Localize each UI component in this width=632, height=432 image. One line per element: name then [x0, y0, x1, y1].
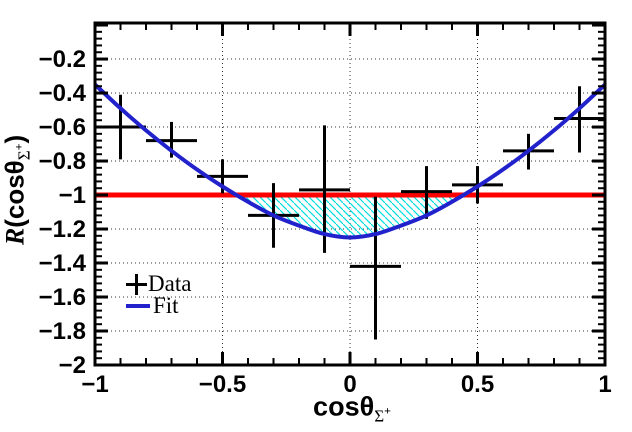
- sigma-subscript: Σ+: [374, 403, 391, 426]
- y-title-close: ): [0, 134, 30, 144]
- sigma-subscript: Σ+: [11, 143, 34, 161]
- x-title-main: cos: [313, 391, 360, 422]
- y-tick-label: −0.2: [39, 46, 86, 73]
- data-marker-icon: [126, 273, 147, 295]
- legend-label-data: Data: [148, 271, 192, 296]
- legend: Data Fit: [126, 271, 192, 318]
- fit-line-icon: [126, 304, 150, 308]
- theta-glyph: θ: [359, 391, 375, 422]
- y-title-r: R: [0, 227, 30, 246]
- y-title-open: (cos: [0, 174, 30, 228]
- y-tick-label: −0.8: [39, 148, 86, 175]
- legend-label-fit: Fit: [153, 293, 179, 318]
- legend-entry-data: Data: [126, 271, 192, 296]
- y-tick-label: −1.6: [39, 284, 86, 311]
- x-axis-title: cosθΣ+: [313, 392, 391, 427]
- y-tick-label: −2: [59, 352, 86, 379]
- tick-labels: −0.2−0.4−0.6−0.8−1−1.2−1.4−1.6−1.8−2−1 −0…: [39, 46, 612, 398]
- hatch-region: [236, 195, 464, 238]
- x-tick-label: −1: [81, 371, 108, 398]
- axis-ticks: [93, 23, 607, 367]
- x-tick-label: 0.5: [461, 371, 494, 398]
- y-tick-label: −1.4: [39, 250, 87, 277]
- theta-glyph: θ: [0, 160, 30, 175]
- y-tick-label: −1.2: [39, 216, 86, 243]
- x-tick-label: −0.5: [199, 371, 246, 398]
- y-tick-label: −0.4: [39, 80, 87, 107]
- y-tick-label: −1.8: [39, 318, 86, 345]
- y-tick-label: −1: [59, 182, 86, 209]
- fit-curve: [93, 83, 607, 240]
- legend-entry-fit: Fit: [126, 293, 191, 318]
- x-tick-label: 0: [343, 371, 356, 398]
- y-tick-label: −0.6: [39, 114, 86, 141]
- y-axis-title: R(cosθΣ+): [0, 135, 35, 245]
- x-tick-label: 1: [598, 371, 611, 398]
